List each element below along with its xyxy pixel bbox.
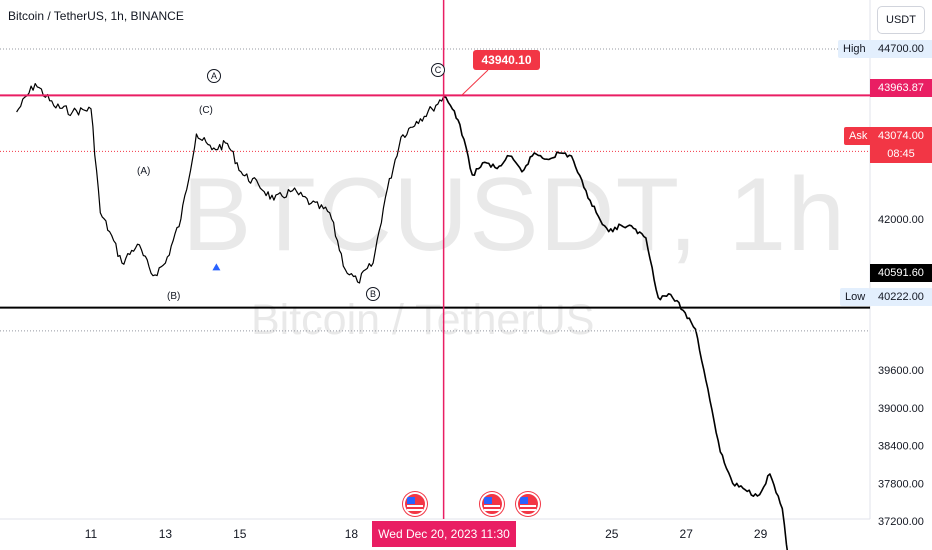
high-price-tag: 44700.00 (870, 40, 932, 58)
us-flag-event-icon[interactable] (403, 492, 427, 516)
low-price-tag: 40222.00 (870, 288, 932, 306)
crosshair-date-label: Wed Dec 20, 2023 11:30 (372, 521, 516, 547)
price-tick-label: 39000.00 (878, 403, 924, 415)
triangle-up-marker-icon (212, 263, 221, 271)
time-tick-label: 15 (233, 527, 247, 541)
wave-c-circled-label: C (431, 63, 445, 77)
high-label: High (838, 40, 871, 58)
wave-b-circled-label: B (366, 287, 380, 301)
ask-label: Ask (844, 127, 873, 145)
support-price-tag: 40591.60 (870, 264, 932, 282)
price-callout[interactable]: 43940.10 (473, 50, 540, 70)
us-flag-event-icon[interactable] (516, 492, 540, 516)
resistance-price-tag: 43963.87 (870, 79, 932, 97)
price-series-history (16, 83, 445, 284)
time-tick-label: 11 (85, 527, 98, 541)
currency-button[interactable]: USDT (877, 6, 925, 34)
symbol-watermark: BTCUSDT, 1h (182, 157, 847, 273)
series-layer (16, 83, 789, 550)
price-tick-label: 37200.00 (878, 516, 924, 528)
level-lines-layer (0, 0, 870, 519)
price-tick-label: 42000.00 (878, 214, 924, 226)
price-series-projection (443, 96, 789, 550)
wave-a-circled-label: A (207, 69, 221, 83)
name-watermark: Bitcoin / TetherUS (251, 296, 595, 344)
chart-title: Bitcoin / TetherUS, 1h, BINANCE (8, 9, 184, 23)
time-tick-label: 25 (605, 527, 619, 541)
wave-a-label: (A) (137, 166, 151, 177)
wave-c-label: (C) (199, 105, 213, 116)
price-tick-label: 39600.00 (878, 365, 924, 377)
price-tick-label: 37800.00 (878, 478, 924, 490)
time-tick-label: 13 (159, 527, 173, 541)
callout-pointer (461, 69, 489, 96)
us-flag-event-icon[interactable] (480, 492, 504, 516)
low-label: Low (840, 288, 871, 306)
countdown-tag: 08:45 (870, 145, 932, 163)
price-tick-label: 38400.00 (878, 441, 924, 453)
wave-b-label: (B) (167, 291, 181, 302)
ask-price-tag: 43074.00 (870, 127, 932, 145)
time-tick-label: 29 (754, 527, 768, 541)
marks-layer (212, 69, 489, 271)
time-tick-label: 18 (345, 527, 359, 541)
time-tick-label: 27 (680, 527, 694, 541)
